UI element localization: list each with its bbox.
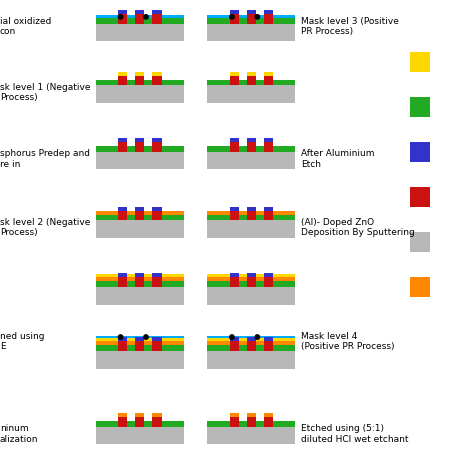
Bar	[229, 72, 239, 76]
Bar	[207, 80, 295, 85]
Text: After Aluminium
Etch: After Aluminium Etch	[301, 149, 374, 169]
Bar	[410, 52, 430, 72]
Bar	[135, 72, 145, 76]
Bar	[96, 341, 183, 345]
Bar	[96, 215, 183, 220]
Bar	[96, 16, 183, 18]
Bar	[229, 417, 239, 427]
Text: (Al)- Doped ZnO
Deposition By Sputtering: (Al)- Doped ZnO Deposition By Sputtering	[301, 218, 415, 237]
Bar	[410, 142, 430, 162]
Bar	[152, 341, 162, 351]
Bar	[118, 207, 128, 211]
Bar	[152, 207, 162, 211]
Bar	[135, 207, 145, 211]
Bar	[135, 142, 145, 152]
Bar	[152, 413, 162, 417]
Bar	[246, 138, 256, 142]
Bar	[264, 337, 273, 341]
Circle shape	[255, 15, 260, 19]
Bar	[246, 273, 256, 277]
Text: sk level 2 (Negative
Process): sk level 2 (Negative Process)	[0, 218, 91, 237]
Bar	[264, 14, 273, 24]
Bar	[207, 211, 295, 215]
Bar	[229, 211, 239, 220]
Bar	[229, 207, 239, 211]
Text: Etched using (5:1)
diluted HCl wet etchant: Etched using (5:1) diluted HCl wet etcha…	[301, 424, 409, 444]
Bar	[96, 85, 183, 103]
Bar	[207, 341, 295, 345]
Bar	[246, 76, 256, 85]
Text: ial oxidized
con: ial oxidized con	[0, 17, 51, 36]
Bar	[135, 413, 145, 417]
Bar	[152, 417, 162, 427]
Bar	[118, 138, 128, 142]
Bar	[96, 152, 183, 170]
Bar	[207, 220, 295, 238]
Bar	[96, 24, 183, 42]
Bar	[118, 76, 128, 85]
Text: Mask level 4
(Positive PR Process): Mask level 4 (Positive PR Process)	[301, 332, 394, 351]
Circle shape	[144, 15, 148, 19]
Bar	[118, 142, 128, 152]
Bar	[152, 337, 162, 341]
Bar	[135, 138, 145, 142]
Bar	[96, 146, 183, 152]
Bar	[118, 211, 128, 220]
Bar	[135, 417, 145, 427]
Bar	[152, 138, 162, 142]
Bar	[152, 211, 162, 220]
Text: sk level 1 (Negative
Process): sk level 1 (Negative Process)	[0, 83, 91, 102]
Bar	[264, 211, 273, 220]
Bar	[207, 16, 295, 18]
Bar	[246, 14, 256, 24]
Bar	[96, 277, 183, 281]
Bar	[96, 351, 183, 369]
Bar	[96, 287, 183, 305]
Bar	[152, 142, 162, 152]
Bar	[152, 277, 162, 287]
Bar	[246, 417, 256, 427]
Bar	[207, 277, 295, 281]
Bar	[264, 138, 273, 142]
Bar	[264, 273, 273, 277]
Bar	[207, 146, 295, 152]
Bar	[135, 211, 145, 220]
Bar	[135, 273, 145, 277]
Bar	[410, 187, 430, 207]
Bar	[207, 421, 295, 427]
Bar	[246, 337, 256, 341]
Bar	[207, 336, 295, 338]
Bar	[207, 281, 295, 287]
Bar	[135, 10, 145, 14]
Bar	[207, 427, 295, 445]
Bar	[118, 72, 128, 76]
Bar	[207, 85, 295, 103]
Circle shape	[255, 335, 260, 339]
Text: sphorus Predep and
re in: sphorus Predep and re in	[0, 149, 90, 169]
Bar	[264, 341, 273, 351]
Bar	[410, 232, 430, 252]
Bar	[118, 341, 128, 351]
Bar	[135, 341, 145, 351]
Bar	[229, 413, 239, 417]
Bar	[264, 413, 273, 417]
Bar	[135, 14, 145, 24]
Bar	[152, 273, 162, 277]
Bar	[229, 273, 239, 277]
Bar	[152, 76, 162, 85]
Bar	[207, 351, 295, 369]
Circle shape	[230, 15, 234, 19]
Bar	[246, 72, 256, 76]
Bar	[207, 18, 295, 24]
Text: ned using
E: ned using E	[0, 332, 45, 351]
Bar	[118, 277, 128, 287]
Text: Mask level 3 (Positive
PR Process): Mask level 3 (Positive PR Process)	[301, 17, 399, 36]
Bar	[118, 337, 128, 341]
Circle shape	[118, 15, 123, 19]
Bar	[207, 338, 295, 341]
Bar	[246, 207, 256, 211]
Bar	[96, 345, 183, 351]
Bar	[96, 80, 183, 85]
Bar	[246, 10, 256, 14]
Bar	[264, 10, 273, 14]
